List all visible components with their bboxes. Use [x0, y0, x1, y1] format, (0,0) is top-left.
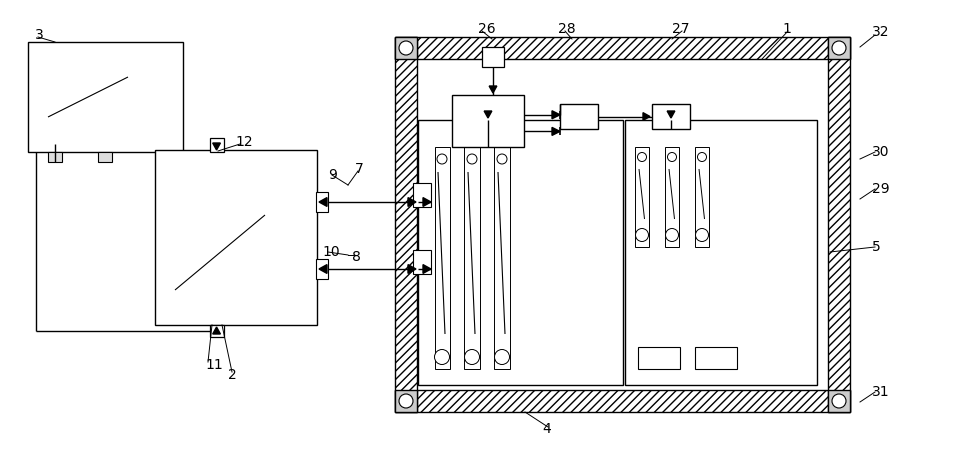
Text: 9: 9 — [328, 168, 337, 182]
Bar — [316, 192, 328, 212]
Text: 31: 31 — [872, 385, 890, 399]
Polygon shape — [319, 197, 327, 207]
Circle shape — [399, 41, 413, 55]
Bar — [395, 37, 417, 412]
Circle shape — [497, 154, 507, 164]
Circle shape — [494, 350, 510, 365]
Text: 1: 1 — [782, 22, 791, 36]
Circle shape — [437, 154, 447, 164]
Bar — [98, 152, 112, 162]
Polygon shape — [489, 86, 497, 93]
Circle shape — [832, 394, 846, 408]
Text: 29: 29 — [872, 182, 890, 196]
Text: 2: 2 — [228, 368, 236, 382]
Bar — [695, 347, 737, 369]
Polygon shape — [408, 265, 416, 273]
Circle shape — [696, 228, 708, 241]
Circle shape — [467, 154, 477, 164]
Bar — [155, 150, 317, 325]
Bar — [560, 104, 598, 129]
Bar — [413, 183, 431, 207]
Bar — [494, 147, 510, 369]
Text: 28: 28 — [558, 22, 576, 36]
Bar — [828, 37, 850, 412]
Text: 26: 26 — [478, 22, 496, 36]
Circle shape — [638, 153, 647, 161]
Text: 7: 7 — [355, 162, 364, 176]
Polygon shape — [643, 112, 650, 120]
Circle shape — [698, 153, 706, 161]
Text: 3: 3 — [35, 28, 43, 42]
Bar — [828, 37, 850, 59]
Text: 10: 10 — [322, 245, 340, 259]
Polygon shape — [484, 111, 492, 118]
Bar — [417, 59, 828, 390]
Bar — [452, 95, 524, 147]
Bar — [652, 104, 690, 129]
Polygon shape — [552, 111, 560, 119]
Bar — [395, 390, 417, 412]
Circle shape — [668, 153, 676, 161]
Bar — [464, 147, 480, 369]
Text: 32: 32 — [872, 25, 890, 39]
Polygon shape — [667, 111, 675, 118]
Text: 5: 5 — [872, 240, 881, 254]
Polygon shape — [408, 197, 416, 207]
Bar — [395, 37, 850, 59]
Bar — [48, 152, 62, 162]
Bar — [395, 390, 850, 412]
Polygon shape — [212, 327, 220, 334]
Bar — [316, 259, 328, 279]
Bar — [638, 347, 680, 369]
Circle shape — [434, 350, 450, 365]
Circle shape — [832, 41, 846, 55]
Text: 11: 11 — [205, 358, 223, 372]
Bar — [635, 147, 649, 247]
Text: 30: 30 — [872, 145, 890, 159]
Text: 8: 8 — [352, 250, 361, 264]
Bar — [395, 37, 417, 59]
Polygon shape — [319, 265, 327, 273]
Bar — [413, 250, 431, 274]
Polygon shape — [423, 265, 431, 273]
Circle shape — [666, 228, 678, 241]
Bar — [28, 42, 183, 152]
Polygon shape — [212, 143, 220, 150]
Circle shape — [399, 394, 413, 408]
Bar — [434, 147, 450, 369]
Polygon shape — [423, 197, 431, 207]
Bar — [482, 47, 504, 67]
Bar — [209, 325, 224, 337]
Polygon shape — [552, 128, 560, 135]
Circle shape — [636, 228, 648, 241]
Bar — [625, 120, 817, 385]
Text: 27: 27 — [672, 22, 690, 36]
Bar — [695, 147, 709, 247]
Circle shape — [464, 350, 480, 365]
Text: 4: 4 — [542, 422, 551, 436]
Bar — [665, 147, 679, 247]
Text: 12: 12 — [235, 135, 253, 149]
Bar — [418, 120, 623, 385]
Bar — [828, 390, 850, 412]
Bar — [209, 138, 224, 152]
